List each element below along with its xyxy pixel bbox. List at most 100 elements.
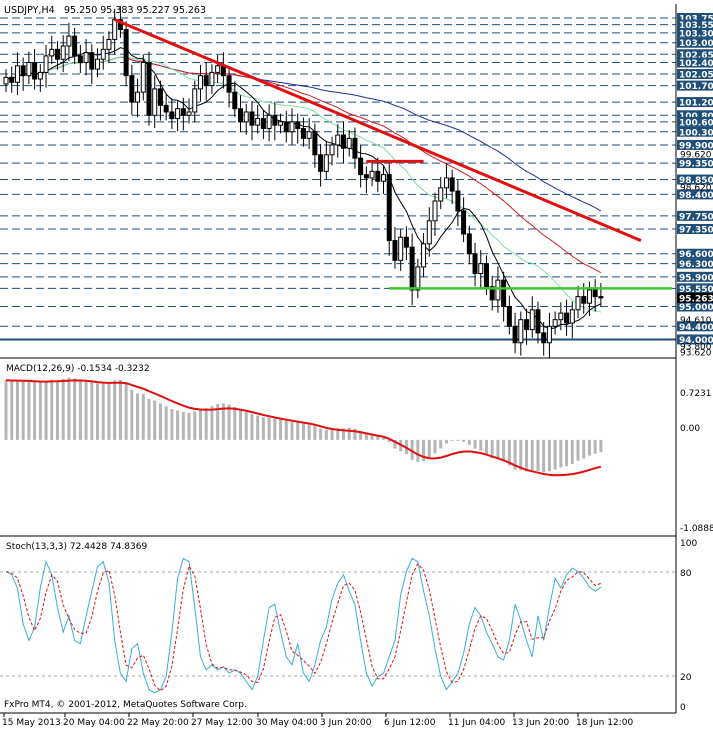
bear-candle — [403, 236, 409, 248]
macd-bar — [44, 381, 48, 440]
bear-candle — [157, 88, 163, 106]
price-label-box — [677, 301, 713, 312]
macd-bar — [553, 439, 557, 470]
time-tick-label: 18 Jun 12:00 — [576, 718, 633, 728]
bull-candle — [495, 279, 501, 301]
macd-bar — [479, 439, 483, 451]
macd-bar — [364, 433, 368, 440]
macd-bar — [347, 427, 351, 440]
macd-bar — [387, 439, 391, 443]
macd-bar — [198, 409, 202, 440]
macd-bar — [279, 419, 283, 440]
bear-candle — [375, 170, 381, 182]
bull-candle — [43, 55, 49, 73]
bear-candle — [592, 289, 598, 298]
price-label-box — [677, 174, 713, 185]
time-tick-label: 27 May 12:00 — [191, 718, 253, 728]
macd-bar — [582, 439, 586, 459]
bear-candle — [180, 108, 186, 116]
bull-candle — [152, 88, 158, 116]
time-tick-label: 6 Jun 12:00 — [384, 718, 436, 728]
macd-bar — [587, 439, 591, 456]
macd-bar — [55, 379, 59, 440]
price-label-box — [677, 271, 713, 282]
macd-bar — [210, 406, 214, 440]
macd-bar — [530, 439, 534, 471]
bear-candle — [163, 104, 169, 113]
price-label-box — [677, 13, 713, 23]
drawn-trendlines[interactable] — [114, 18, 672, 290]
price-tick-label: 93.620 — [680, 349, 712, 359]
price-label: 95.900 — [679, 273, 713, 283]
price-label-box — [677, 189, 713, 200]
price-label: 96.600 — [679, 250, 713, 260]
macd-bar — [427, 439, 431, 458]
price-tick-label: 94.610 — [680, 316, 712, 326]
price-label: 98.400 — [679, 191, 713, 201]
bear-candle — [312, 131, 318, 156]
current-price-box — [677, 292, 713, 303]
macd-bar — [599, 439, 603, 453]
bull-candle — [529, 309, 535, 331]
macd-signal-line — [5, 379, 602, 477]
macd-bar — [593, 439, 597, 454]
macd-bar — [410, 439, 414, 460]
bear-candle — [363, 174, 369, 179]
macd-bar — [153, 400, 157, 440]
bull-candle — [26, 62, 32, 77]
bear-candle — [260, 118, 266, 129]
macd-bar — [519, 439, 523, 471]
ma-21-line — [5, 56, 602, 313]
macd-bar — [559, 439, 563, 468]
macd-bar — [359, 431, 363, 440]
bull-candle — [66, 35, 72, 47]
time-tick-label: 15 May 2013 — [2, 718, 61, 728]
green-moving-average — [5, 56, 602, 313]
bear-candle — [392, 240, 398, 261]
bull-candle — [569, 309, 575, 324]
bear-candle — [272, 114, 278, 126]
price-tick-label: 99.620 — [680, 151, 712, 161]
bear-candle — [512, 325, 518, 344]
macd-bar — [547, 439, 551, 472]
stoch-axis-80: 80 — [680, 569, 692, 579]
bear-candle — [54, 48, 60, 60]
bear-candle — [20, 65, 26, 77]
price-label-box — [677, 37, 713, 48]
price-label-box — [677, 334, 713, 345]
macd-bar — [536, 439, 540, 471]
bull-candle — [335, 134, 341, 146]
price-label-box — [677, 126, 713, 137]
bull-candle — [175, 108, 181, 120]
bull-candle — [209, 71, 215, 87]
macd-bar — [462, 439, 466, 442]
macd-bar — [261, 417, 265, 440]
time-tick-label: 3 Jun 20:00 — [320, 718, 372, 728]
price-label-box — [677, 19, 713, 30]
macd-bar — [542, 439, 546, 473]
price-label-box — [677, 248, 713, 259]
macd-bar — [370, 433, 374, 440]
bull-candle — [546, 325, 552, 344]
bull-candle — [346, 137, 352, 149]
macd-bar — [239, 410, 243, 440]
bull-candle — [323, 154, 329, 172]
bull-candle — [243, 111, 249, 123]
price-label-box — [677, 27, 713, 38]
price-label: 99.900 — [679, 141, 713, 151]
bull-candle — [135, 91, 141, 103]
macd-bar — [450, 439, 454, 441]
price-label-box — [677, 80, 713, 91]
price-label: 98.850 — [679, 176, 713, 186]
macd-bar — [78, 379, 82, 440]
price-label: 101.700 — [679, 82, 713, 92]
bear-candle — [89, 52, 95, 70]
price-label: 97.750 — [679, 212, 713, 222]
macd-bar — [382, 435, 386, 440]
macd-bar — [136, 393, 140, 440]
current-price-label: 95.263 — [679, 294, 713, 304]
macd-bar — [33, 381, 37, 440]
price-label: 95.000 — [679, 303, 713, 313]
bear-candle — [226, 75, 232, 93]
